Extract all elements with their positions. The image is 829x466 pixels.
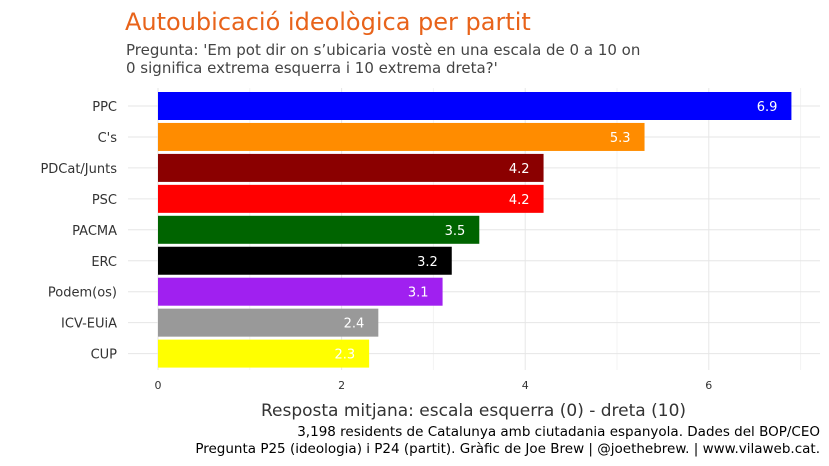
x-tick-label: 4 [522,379,529,392]
data-label: 3.2 [417,255,438,270]
chart-subtitle-line-2: 0 significa extrema esquerra i 10 extrem… [126,59,498,77]
y-tick-label: PACMA [72,224,117,239]
data-label: 4.2 [509,193,530,208]
y-tick-label: CUP [91,348,118,363]
data-label: 3.5 [445,224,466,239]
y-tick-label: C's [98,131,118,146]
data-label: 2.3 [334,348,355,363]
x-tick-label: 2 [338,379,345,392]
data-label: 6.9 [757,100,778,115]
bar [158,184,544,213]
x-axis-label: Resposta mitjana: escala esquerra (0) - … [261,401,686,421]
y-tick-label: PPC [92,100,117,115]
y-tick-label: PSC [92,193,117,208]
data-label: 4.2 [509,162,530,177]
data-label: 5.3 [610,131,631,146]
chart-subtitle-line-1: Pregunta: 'Em pot dir on s’ubicaria vost… [126,41,640,59]
chart-title: Autoubicació ideològica per partit [125,8,531,36]
bar [158,153,544,182]
x-tick-label: 0 [155,379,162,392]
bar [158,122,645,151]
y-tick-label: Podem(os) [48,286,117,301]
bar [158,277,443,306]
data-label: 3.1 [408,286,429,301]
x-tick-label: 6 [705,379,712,392]
plot-area: 6.9 PPC 5.3 C's 4.2 PDCat/Junts 4.2 PSC 3.5 PACMA… [40,88,820,392]
y-tick-label: PDCat/Junts [40,162,117,177]
y-tick-label: ICV-EUiA [61,317,117,332]
bar [158,339,370,368]
bar [158,215,480,244]
bar [158,92,792,120]
y-tick-label: ERC [91,255,117,270]
data-label: 2.4 [344,317,365,332]
caption-line-2: Pregunta P25 (ideologia) i P24 (partit).… [195,441,820,457]
bar [158,308,379,337]
bar [158,246,452,275]
caption-line-1: 3,198 residents de Catalunya amb ciutada… [297,424,820,440]
